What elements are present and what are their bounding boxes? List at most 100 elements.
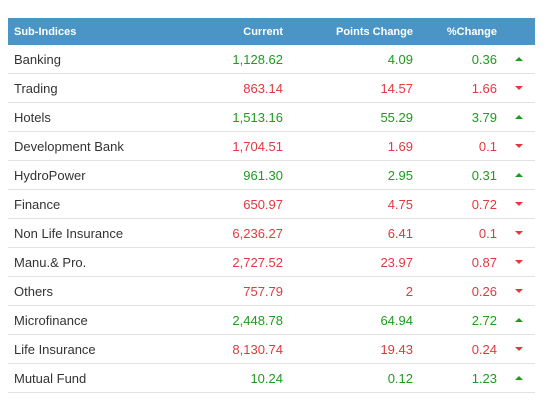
direction-arrow: [515, 57, 523, 61]
value-cell: 3.79: [419, 102, 503, 132]
value-cell: 2,727.52: [198, 247, 289, 277]
sub-indices-table: Sub-Indices Current Points Change %Chang…: [8, 18, 535, 393]
index-name: Non Life Insurance: [8, 218, 198, 248]
index-name: Hotels: [8, 102, 198, 132]
value-cell: 2,448.78: [198, 305, 289, 335]
direction-cell: [503, 218, 535, 248]
value-cell: 0.72: [419, 189, 503, 219]
direction-arrow: [515, 144, 523, 148]
value-cell: 0.31: [419, 160, 503, 190]
value-cell: 2.95: [289, 160, 419, 190]
header-cell: [503, 18, 535, 45]
table-row: Non Life Insurance 6,236.27 6.41 0.1: [8, 218, 535, 248]
table-row: Manu.& Pro. 2,727.52 23.97 0.87: [8, 247, 535, 277]
table-row: HydroPower 961.30 2.95 0.31: [8, 160, 535, 190]
value-cell: 0.24: [419, 334, 503, 364]
table-row: Banking 1,128.62 4.09 0.36: [8, 45, 535, 74]
index-name: Banking: [8, 45, 198, 74]
index-name: HydroPower: [8, 160, 198, 190]
value-cell: 961.30: [198, 160, 289, 190]
direction-arrow: [515, 173, 523, 177]
table-row: Others 757.79 2 0.26: [8, 276, 535, 306]
index-name: Development Bank: [8, 131, 198, 161]
arrow-shape: [515, 202, 523, 206]
header-cell: Sub-Indices: [8, 18, 198, 45]
direction-cell: [503, 276, 535, 306]
value-cell: 4.09: [289, 45, 419, 74]
index-name: Manu.& Pro.: [8, 247, 198, 277]
value-cell: 650.97: [198, 189, 289, 219]
arrow-shape: [515, 86, 523, 90]
direction-cell: [503, 189, 535, 219]
arrow-shape: [515, 347, 523, 351]
arrow-shape: [515, 231, 523, 235]
value-cell: 0.1: [419, 218, 503, 248]
index-name: Trading: [8, 73, 198, 103]
value-cell: 4.75: [289, 189, 419, 219]
value-cell: 6,236.27: [198, 218, 289, 248]
direction-arrow: [515, 347, 523, 351]
arrow-shape: [515, 173, 523, 177]
value-cell: 757.79: [198, 276, 289, 306]
value-cell: 2: [289, 276, 419, 306]
table-row: Life Insurance 8,130.74 19.43 0.24: [8, 334, 535, 364]
value-cell: 863.14: [198, 73, 289, 103]
direction-arrow: [515, 115, 523, 119]
table-row: Development Bank 1,704.51 1.69 0.1: [8, 131, 535, 161]
index-name: Life Insurance: [8, 334, 198, 364]
value-cell: 14.57: [289, 73, 419, 103]
index-name: Mutual Fund: [8, 363, 198, 393]
direction-cell: [503, 73, 535, 103]
direction-arrow: [515, 231, 523, 235]
direction-cell: [503, 334, 535, 364]
header-cell: Current: [198, 18, 289, 45]
direction-cell: [503, 131, 535, 161]
value-cell: 55.29: [289, 102, 419, 132]
arrow-shape: [515, 57, 523, 61]
value-cell: 23.97: [289, 247, 419, 277]
header-row: Sub-Indices Current Points Change %Chang…: [8, 18, 535, 45]
value-cell: 19.43: [289, 334, 419, 364]
direction-arrow: [515, 376, 523, 380]
direction-cell: [503, 45, 535, 74]
table-row: Mutual Fund 10.24 0.12 1.23: [8, 363, 535, 393]
direction-arrow: [515, 289, 523, 293]
arrow-shape: [515, 318, 523, 322]
value-cell: 1,704.51: [198, 131, 289, 161]
value-cell: 1,128.62: [198, 45, 289, 74]
table-body: Banking 1,128.62 4.09 0.36 Trading 863.14 14.5…: [8, 45, 535, 393]
arrow-shape: [515, 144, 523, 148]
arrow-shape: [515, 376, 523, 380]
value-cell: 0.12: [289, 363, 419, 393]
table-row: Trading 863.14 14.57 1.66: [8, 73, 535, 103]
value-cell: 0.87: [419, 247, 503, 277]
arrow-shape: [515, 260, 523, 264]
value-cell: 2.72: [419, 305, 503, 335]
value-cell: 8,130.74: [198, 334, 289, 364]
table-row: Finance 650.97 4.75 0.72: [8, 189, 535, 219]
value-cell: 1.69: [289, 131, 419, 161]
value-cell: 6.41: [289, 218, 419, 248]
arrow-shape: [515, 115, 523, 119]
table-row: Microfinance 2,448.78 64.94 2.72: [8, 305, 535, 335]
value-cell: 0.1: [419, 131, 503, 161]
index-name: Others: [8, 276, 198, 306]
value-cell: 0.36: [419, 45, 503, 74]
direction-cell: [503, 247, 535, 277]
value-cell: 10.24: [198, 363, 289, 393]
arrow-shape: [515, 289, 523, 293]
header-cell: %Change: [419, 18, 503, 45]
value-cell: 1.66: [419, 73, 503, 103]
direction-cell: [503, 160, 535, 190]
direction-arrow: [515, 202, 523, 206]
value-cell: 1.23: [419, 363, 503, 393]
value-cell: 0.26: [419, 276, 503, 306]
direction-cell: [503, 102, 535, 132]
direction-arrow: [515, 260, 523, 264]
table-row: Hotels 1,513.16 55.29 3.79: [8, 102, 535, 132]
index-name: Microfinance: [8, 305, 198, 335]
direction-cell: [503, 363, 535, 393]
header-cell: Points Change: [289, 18, 419, 45]
direction-arrow: [515, 318, 523, 322]
